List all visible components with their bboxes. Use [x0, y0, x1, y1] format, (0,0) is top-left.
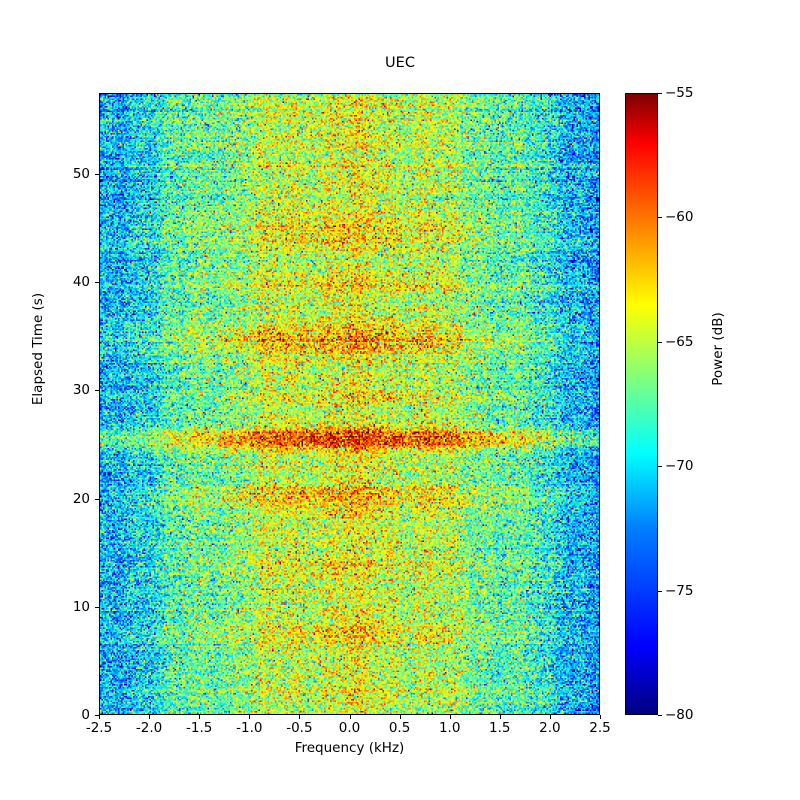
x-tick-label: 1.0 [438, 720, 461, 736]
colorbar-tick-mark [658, 466, 662, 468]
colorbar-tick-label: −75 [665, 582, 694, 599]
colorbar-tick-mark [658, 715, 662, 716]
y-tick-mark [95, 498, 99, 500]
colorbar-tick-mark [658, 217, 662, 219]
y-tick-label: 0 [81, 707, 90, 723]
x-tick-label: 0.0 [338, 720, 361, 736]
x-tick-label: -1.5 [186, 720, 213, 736]
colorbar-tick-label: −65 [665, 333, 694, 350]
x-tick-mark [449, 715, 451, 719]
x-tick-label: 0.5 [388, 720, 411, 736]
y-tick-label: 50 [72, 166, 90, 183]
title-line-station: UEC [385, 55, 415, 71]
y-axis-label: Elapsed Time (s) [30, 292, 46, 406]
x-tick-label: 2.5 [589, 720, 611, 736]
y-tick-mark [95, 715, 99, 716]
colorbar-tick-mark [658, 341, 662, 343]
colorbar[interactable] [625, 93, 658, 715]
x-tick-mark [549, 715, 551, 719]
x-tick-mark [299, 715, 301, 719]
y-tick-label: 20 [72, 490, 90, 507]
x-tick-label: -2.0 [135, 720, 163, 736]
spectrogram-heatmap [100, 94, 599, 714]
x-tick-label: 2.0 [539, 720, 561, 736]
x-tick-label: -1.0 [236, 720, 263, 736]
x-tick-label: -0.5 [286, 720, 313, 736]
x-tick-mark [600, 715, 601, 719]
x-axis-label: Frequency (kHz) [294, 740, 405, 756]
colorbar-tick-label: −60 [665, 209, 694, 226]
x-tick-mark [499, 715, 501, 719]
x-tick-label: -2.5 [85, 720, 113, 736]
colorbar-tick-label: −55 [665, 85, 694, 101]
spectrogram-plot-area[interactable] [99, 93, 600, 715]
x-tick-mark [149, 715, 151, 719]
x-tick-mark [99, 715, 100, 719]
x-tick-mark [399, 715, 401, 719]
y-tick-mark [95, 606, 99, 608]
colorbar-tick-label: −80 [665, 707, 694, 723]
colorbar-tick-mark [658, 590, 662, 592]
x-tick-mark [349, 715, 351, 719]
x-tick-label: 1.5 [489, 720, 511, 736]
y-tick-label: 30 [72, 382, 90, 399]
x-tick-mark [249, 715, 251, 719]
y-tick-label: 10 [72, 598, 90, 615]
colorbar-tick-mark [658, 93, 662, 94]
x-tick-mark [199, 715, 201, 719]
colorbar-tick-label: −70 [665, 458, 694, 475]
y-tick-mark [95, 282, 99, 284]
y-tick-label: 40 [72, 274, 90, 291]
y-tick-mark [95, 390, 99, 392]
colorbar-label: Power (dB) [710, 312, 726, 386]
y-tick-mark [95, 174, 99, 176]
